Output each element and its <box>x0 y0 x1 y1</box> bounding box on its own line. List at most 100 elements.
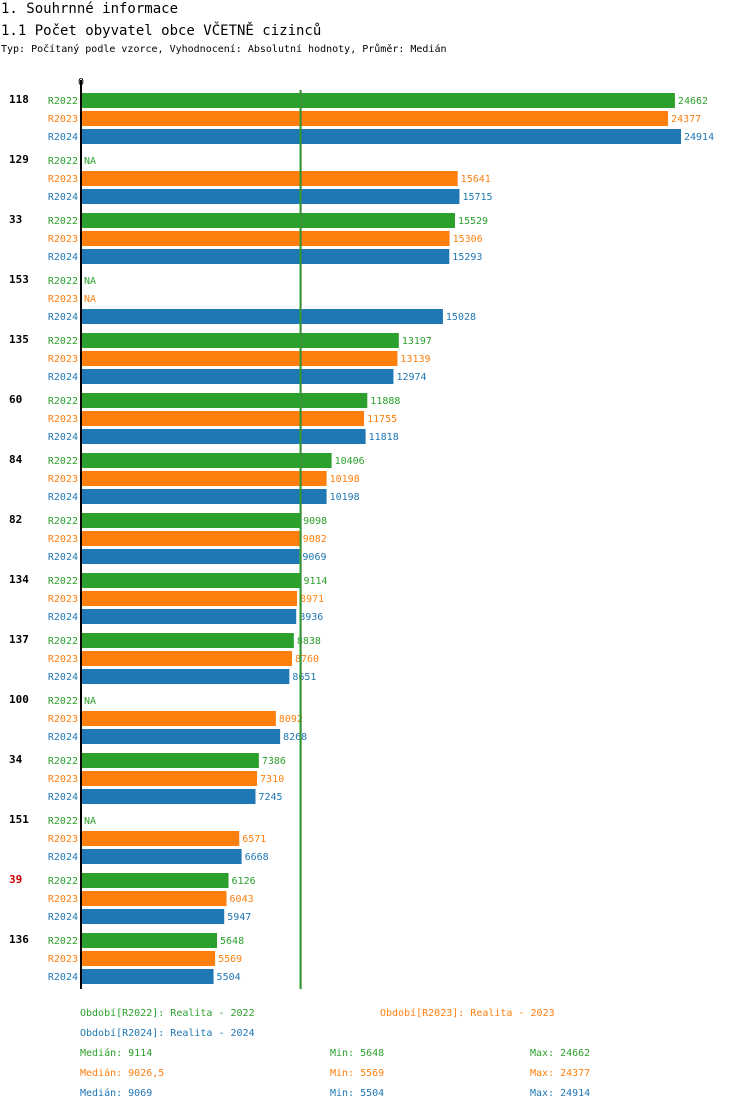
na-label: NA <box>84 156 96 167</box>
na-label: NA <box>84 696 96 707</box>
category-label: 34 <box>9 753 23 766</box>
series-label: R2023 <box>48 594 78 605</box>
bar <box>81 591 298 606</box>
bar <box>81 429 366 444</box>
series-label: R2024 <box>48 792 78 803</box>
bar <box>81 789 256 804</box>
value-label: 5648 <box>220 936 244 947</box>
bar <box>81 249 450 264</box>
category-label: 39 <box>9 873 22 886</box>
value-label: 8092 <box>279 714 303 725</box>
value-label: 6043 <box>230 894 254 905</box>
value-label: 9082 <box>303 534 327 545</box>
series-label: R2022 <box>48 276 78 287</box>
value-label: 8971 <box>300 594 324 605</box>
series-label: R2022 <box>48 576 78 587</box>
value-label: 15028 <box>446 312 476 323</box>
series-label: R2022 <box>48 396 78 407</box>
category-label: 33 <box>9 213 22 226</box>
value-label: 15529 <box>458 216 488 227</box>
bar <box>81 651 292 666</box>
legend-max-r2023: Max: 24377 <box>530 1068 591 1079</box>
section-title: 1. Souhrnné informace <box>1 1 179 17</box>
value-label: 6571 <box>242 834 266 845</box>
series-label: R2023 <box>48 414 78 425</box>
series-label: R2023 <box>48 114 78 125</box>
bar <box>81 771 258 786</box>
value-label: 24662 <box>678 96 708 107</box>
bar-chart: 0118R202224662R202324377R202424914129R20… <box>9 77 714 989</box>
bar <box>81 213 455 228</box>
series-label: R2023 <box>48 354 78 365</box>
na-label: NA <box>84 294 96 305</box>
bar <box>81 351 398 366</box>
category-label: 137 <box>9 633 29 646</box>
value-label: 5569 <box>218 954 242 965</box>
category-label: 153 <box>9 273 29 286</box>
bar <box>81 129 681 144</box>
value-label: 15715 <box>462 192 492 203</box>
legend-min-r2023: Min: 5569 <box>330 1068 385 1079</box>
bar <box>81 309 443 324</box>
category-label: 129 <box>9 153 29 166</box>
bar <box>81 729 281 744</box>
series-label: R2024 <box>48 672 78 683</box>
bar <box>81 231 450 246</box>
bar <box>81 969 214 984</box>
value-label: 15293 <box>452 252 482 263</box>
value-label: 7245 <box>258 792 282 803</box>
series-label: R2024 <box>48 132 78 143</box>
series-label: R2024 <box>48 732 78 743</box>
legend-min-r2024: Min: 5504 <box>330 1088 385 1099</box>
value-label: 8268 <box>283 732 307 743</box>
series-label: R2024 <box>48 192 78 203</box>
legend-max-r2024: Max: 24914 <box>530 1088 591 1099</box>
series-label: R2022 <box>48 816 78 827</box>
bar <box>81 411 365 426</box>
bar <box>81 909 225 924</box>
bar <box>81 849 242 864</box>
bar <box>81 609 297 624</box>
category-label: 60 <box>9 393 22 406</box>
legend-period-r2022: Období[R2022]: Realita - 2022 <box>80 1008 255 1019</box>
series-label: R2023 <box>48 474 78 485</box>
na-label: NA <box>84 816 96 827</box>
bar <box>81 171 458 186</box>
series-label: R2024 <box>48 852 78 863</box>
bar <box>81 669 290 684</box>
legend-period-r2024: Období[R2024]: Realita - 2024 <box>80 1028 255 1039</box>
series-label: R2024 <box>48 612 78 623</box>
category-label: 151 <box>9 813 29 826</box>
value-label: 15641 <box>461 174 491 185</box>
series-label: R2024 <box>48 432 78 443</box>
category-label: 100 <box>9 693 29 706</box>
series-label: R2024 <box>48 312 78 323</box>
series-label: R2023 <box>48 774 78 785</box>
bar <box>81 111 669 126</box>
bar <box>81 753 259 768</box>
legend-min-r2022: Min: 5648 <box>330 1048 385 1059</box>
legend-median-r2024: Medián: 9069 <box>80 1088 153 1099</box>
bar <box>81 831 240 846</box>
bar <box>81 333 399 348</box>
bar <box>81 633 294 648</box>
bar <box>81 453 332 468</box>
value-label: 10198 <box>330 474 360 485</box>
series-label: R2022 <box>48 216 78 227</box>
value-label: 12974 <box>396 372 426 383</box>
value-label: 7386 <box>262 756 286 767</box>
bar <box>81 891 227 906</box>
category-label: 118 <box>9 93 29 106</box>
series-label: R2022 <box>48 156 78 167</box>
value-label: 8651 <box>292 672 316 683</box>
value-label: 7310 <box>260 774 284 785</box>
series-label: R2022 <box>48 696 78 707</box>
bar <box>81 189 460 204</box>
value-label: 9114 <box>303 576 327 587</box>
bar <box>81 393 368 408</box>
bar <box>81 369 394 384</box>
chart-title: 1.1 Počet obyvatel obce VČETNĚ cizinců <box>1 23 322 39</box>
series-label: R2022 <box>48 756 78 767</box>
value-label: 11755 <box>367 414 397 425</box>
bar <box>81 549 300 564</box>
